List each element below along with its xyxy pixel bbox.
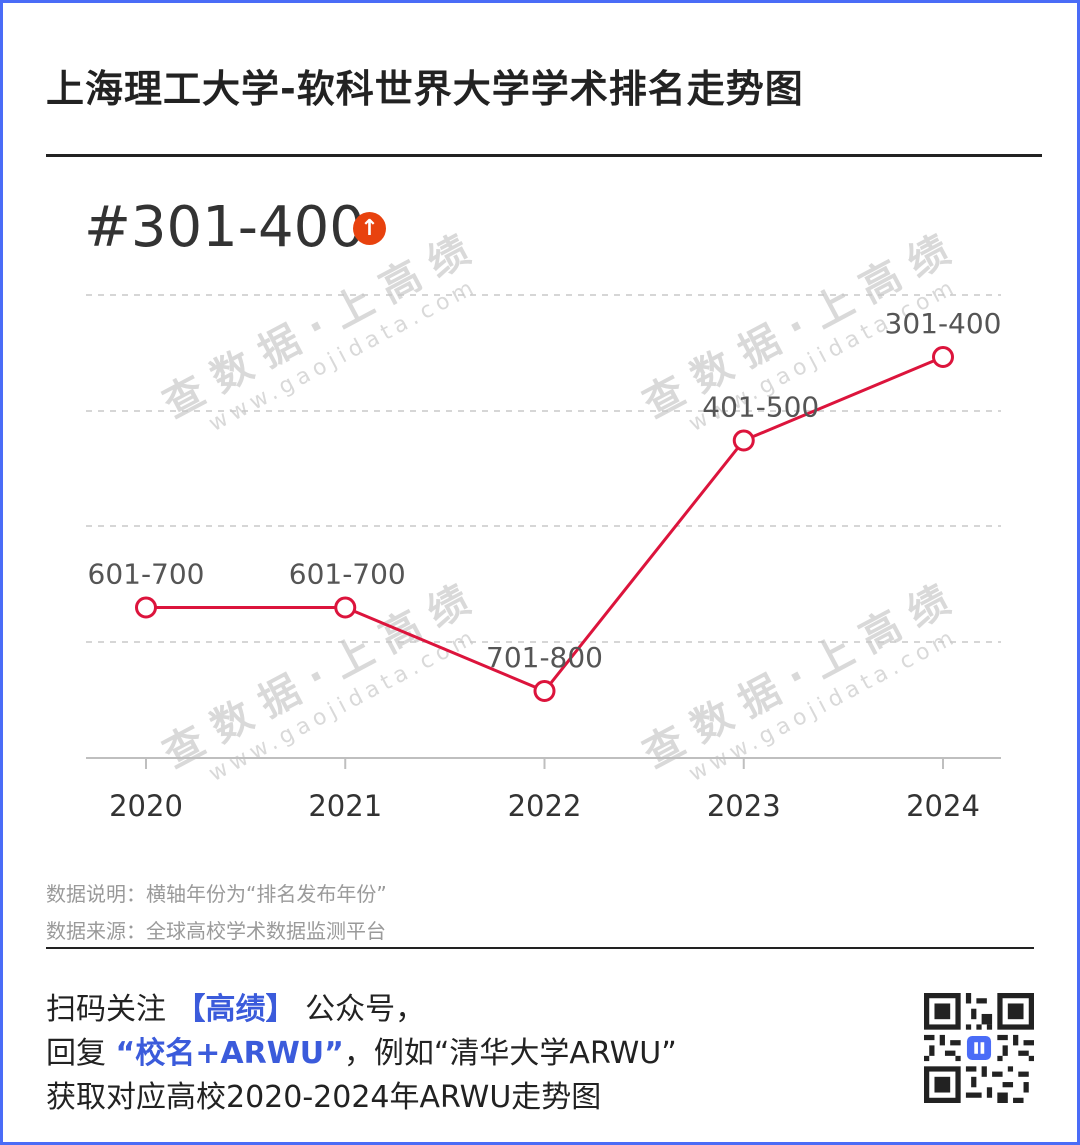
page-title: 上海理工大学-软科世界大学学术排名走势图 [46, 67, 804, 111]
data-label: 601-700 [88, 558, 205, 591]
x-tick-label: 2024 [906, 789, 980, 823]
data-point [932, 346, 954, 368]
x-tick-label: 2023 [707, 789, 781, 823]
data-note-source: 数据来源：全球高校学术数据监测平台 [46, 919, 386, 943]
promo-text: 扫码关注 【高绩】 公众号， 回复 “校名+ARWU”，例如“清华大学ARWU”… [46, 992, 677, 1115]
footer-divider [46, 947, 1034, 949]
data-point [533, 680, 556, 702]
data-note-axis: 数据说明：横轴年份为“排名发布年份” [46, 882, 387, 906]
x-tick-label: 2021 [308, 789, 382, 823]
data-notes: 数据说明：横轴年份为“排名发布年份” 数据来源：全球高校学术数据监测平台 [46, 876, 387, 950]
x-tick-label: 2020 [109, 789, 183, 823]
data-label: 401-500 [702, 391, 819, 424]
rank-trend-chart: 2020 2021 2022 2023 2024 601-700 601-700 701-80… [86, 294, 1002, 823]
data-label: 301-400 [885, 307, 1002, 340]
qr-code-icon[interactable] [924, 993, 1034, 1103]
x-tick-label: 2022 [508, 789, 582, 823]
brand-name: 【高绩】 [175, 992, 296, 1027]
data-point [334, 596, 357, 619]
title-divider [46, 154, 1042, 157]
current-rank: #301-400 [84, 195, 365, 260]
data-label: 601-700 [289, 558, 406, 591]
arrow-up-icon: ↑ [353, 212, 386, 245]
data-label: 701-800 [486, 641, 603, 674]
data-point [135, 596, 157, 619]
reply-keyword: “校名+ARWU” [115, 1036, 344, 1071]
data-point [732, 429, 755, 452]
